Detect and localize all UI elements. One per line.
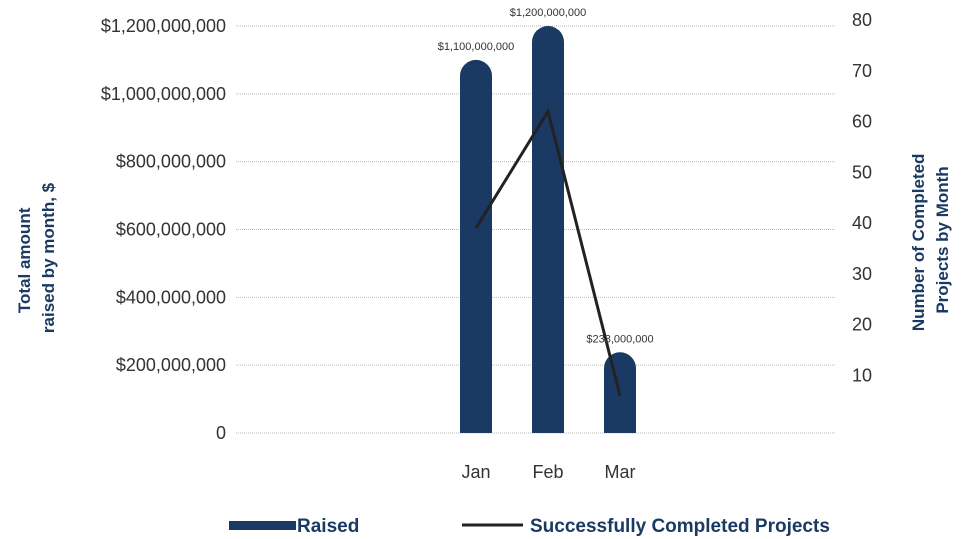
line-series [474, 107, 622, 396]
legend-swatch-raised [229, 521, 296, 530]
right-tick-label: 30 [852, 264, 872, 284]
completed-projects-line [474, 107, 622, 396]
bar-jan [460, 59, 492, 434]
x-tick-label: Feb [532, 462, 563, 482]
left-tick-label: $200,000,000 [116, 355, 226, 375]
right-tick-label: 80 [852, 10, 872, 30]
legend: Raised Successfully Completed Projects [229, 516, 830, 537]
left-tick-label: 0 [216, 423, 226, 443]
left-axis-ticks: 0 $200,000,000 $400,000,000 $600,000,000 $80… [101, 16, 226, 443]
right-tick-label: 20 [852, 315, 872, 335]
data-labels: $1,100,000,000 $1,200,000,000 $238,000,000 [438, 7, 654, 345]
left-tick-label: $1,200,000,000 [101, 16, 226, 36]
legend-label-completed: Successfully Completed Projects [530, 516, 830, 537]
right-tick-label: 40 [852, 213, 872, 233]
left-tick-label: $1,000,000,000 [101, 84, 226, 104]
left-axis-title: Total amount raised by month, $ [15, 182, 58, 333]
left-tick-label: $600,000,000 [116, 220, 226, 240]
bar-data-label: $1,100,000,000 [438, 41, 514, 53]
left-tick-label: $800,000,000 [116, 152, 226, 172]
bar-data-label: $1,200,000,000 [510, 7, 586, 19]
legend-label-raised: Raised [297, 516, 359, 537]
right-tick-label: 50 [852, 162, 872, 182]
x-axis-ticks: Jan Feb Mar [461, 462, 635, 482]
right-axis-ticks: 10 20 30 40 50 60 70 80 [852, 10, 872, 385]
bar-data-label: $238,000,000 [586, 333, 653, 345]
x-tick-label: Mar [605, 462, 636, 482]
bar-feb [532, 26, 564, 433]
right-tick-label: 60 [852, 112, 872, 132]
right-tick-label: 10 [852, 365, 872, 385]
x-tick-label: Jan [461, 462, 490, 482]
bar-series [460, 26, 636, 434]
right-axis-title: Number of Completed Projects by Month [909, 149, 952, 331]
right-tick-label: 70 [852, 61, 872, 81]
left-tick-label: $400,000,000 [116, 287, 226, 307]
